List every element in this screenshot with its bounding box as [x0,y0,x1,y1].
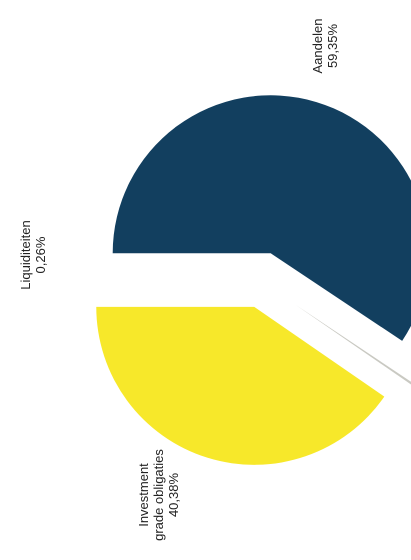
slice-label-obligaties-line1: Investment [136,463,151,527]
slice-label-liquiditeiten: Liquiditeiten 0,26% [18,210,48,300]
slice-label-aandelen-name: Aandelen [310,18,325,74]
pie-slice-investment-grade-obligaties [96,306,385,465]
slice-label-aandelen-value: 59,35% [325,23,340,69]
pie-slice-liquiditeiten [295,304,411,385]
slice-label-obligaties-value: 40,38% [166,472,181,518]
slice-label-liquiditeiten-name: Liquiditeiten [18,220,33,290]
slice-label-obligaties-line2: grade obligaties [151,449,166,541]
slice-label-obligaties: Investment grade obligaties 40,38% [136,435,181,555]
slice-label-aandelen: Aandelen 59,35% [310,6,340,86]
pie-slice-aandelen [112,95,411,341]
slice-label-liquiditeiten-value: 0,26% [33,236,48,274]
